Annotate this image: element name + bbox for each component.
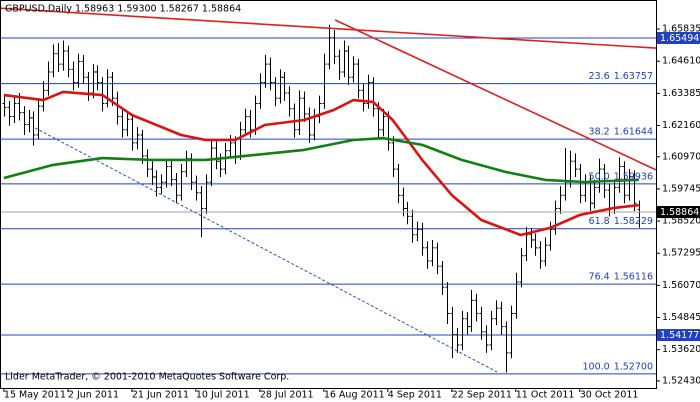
trendline — [34, 127, 498, 373]
fib-level-label: 50.0 — [589, 171, 610, 182]
y-tick-label: 1.62160 — [662, 120, 700, 131]
moving-average — [3, 136, 639, 184]
y-tick-label: 1.54845 — [662, 312, 700, 323]
y-tick-label: 1.65835 — [662, 24, 700, 35]
y-tick-label: 1.56070 — [662, 280, 700, 291]
x-tick-label: 30 Oct 2011 — [580, 390, 639, 401]
y-tick-label: 1.53620 — [662, 344, 700, 355]
y-tick-label: 1.64610 — [662, 56, 700, 67]
overlay: 1.65835 1.64610 1.63385 1.62160 1.60970 1.597… — [3, 24, 700, 401]
trendline — [334, 19, 656, 171]
y-tick-label: 1.57295 — [662, 248, 700, 259]
x-tick-label: 22 Sep 2011 — [452, 390, 512, 401]
last-price-tag — [657, 206, 700, 219]
fib-level-label: 61.8 — [589, 216, 610, 227]
x-tick-label: 11 Oct 2011 — [516, 390, 575, 401]
x-tick-label: 2 Jun 2011 — [68, 390, 119, 401]
fib-level-label: 100.0 — [583, 361, 610, 372]
x-tick-label: 4 Sep 2011 — [388, 390, 442, 401]
price-tag — [657, 32, 700, 45]
x-tick-label: 10 Jul 2011 — [196, 390, 250, 401]
last-price-label: 1.58864 — [660, 207, 699, 218]
price-tag — [657, 329, 700, 342]
trendline — [1, 7, 656, 49]
plot-area — [1, 7, 656, 375]
fib-price-label: 1.58229 — [614, 216, 653, 227]
plot-frame — [0, 0, 657, 389]
footer: Lider MetaTrader, © 2001-2010 MetaQuotes… — [5, 372, 289, 383]
x-tick-label: 21 Jun 2011 — [132, 390, 189, 401]
fib-level-label: 23.6 — [589, 71, 610, 82]
y-tick-label: 1.59745 — [662, 183, 700, 194]
y-tick-label: 1.58520 — [662, 216, 700, 227]
moving-average — [3, 90, 639, 237]
y-tick-label: 1.52430 — [662, 375, 700, 386]
fib-price-label: 1.52700 — [614, 361, 653, 372]
fib-price-label: 1.63757 — [614, 71, 653, 82]
fib-price-label: 1.61644 — [614, 127, 653, 138]
fib-price-label: 1.56116 — [614, 272, 653, 283]
price-tag-label: 1.65494 — [660, 33, 699, 44]
fib-level-label: 76.4 — [589, 272, 610, 283]
fib-price-label: 1.59936 — [614, 171, 653, 182]
fib-level-label: 38.2 — [589, 127, 610, 138]
x-tick-label: 15 May 2011 — [4, 390, 66, 401]
x-tick-label: 28 Jul 2011 — [260, 390, 314, 401]
y-tick-label: 1.60970 — [662, 151, 700, 162]
chart-title: GBPUSD,Daily 1.58963 1.59300 1.58267 1.5… — [5, 4, 241, 15]
y-tick-label: 1.63385 — [662, 88, 700, 99]
x-tick-label: 16 Aug 2011 — [324, 390, 385, 401]
price-tag-label: 1.54177 — [660, 330, 699, 341]
